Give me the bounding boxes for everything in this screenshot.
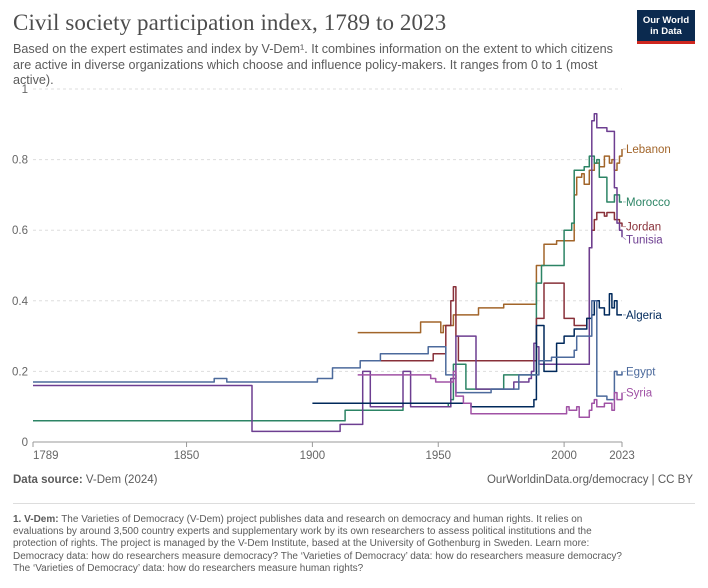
legend-label-tunisia: Tunisia: [626, 235, 663, 247]
grid-layer: [33, 88, 622, 443]
footnote: 1. V-Dem: The Varieties of Democracy (V-…: [13, 514, 633, 575]
x-tick-label: 1900: [300, 450, 326, 462]
legend-label-lebanon: Lebanon: [626, 144, 671, 156]
y-tick-label: 0.6: [12, 225, 28, 237]
y-tick-label: 1: [22, 84, 28, 96]
series-layer: [33, 112, 623, 433]
legend-label-morocco: Morocco: [626, 197, 670, 209]
legend-label-jordan: Jordan: [626, 222, 661, 234]
x-tick-label: 1789: [33, 450, 59, 462]
data-source-label: Data source:: [13, 474, 83, 486]
legend-label-egypt: Egypt: [626, 366, 656, 378]
x-tick-label: 1850: [174, 450, 200, 462]
legend-label-syria: Syria: [626, 388, 653, 400]
series-line-jordan: [365, 211, 623, 362]
y-tick-label: 0.2: [12, 366, 28, 378]
line-chart: 0 0.2 0.4 0.6 0.8 1 1789 1850 1900 1950 2000 2023 L…: [12, 84, 671, 462]
axis-layer: 0 0.2 0.4 0.6 0.8 1 1789 1850 1900 1950 2000 2023: [12, 84, 635, 462]
footnote-text: The Varieties of Democracy (V-Dem) proje…: [13, 514, 622, 574]
chart-subtitle: Based on the expert estimates and index …: [13, 42, 613, 87]
series-line-morocco: [33, 155, 622, 422]
series-line-algeria: [312, 292, 622, 408]
data-source: Data source: V-Dem (2024): [13, 474, 157, 486]
x-tick-label: 2000: [551, 450, 577, 462]
chart-title: Civil society participation index, 1789 …: [13, 10, 447, 35]
credit-link[interactable]: OurWorldinData.org/democracy | CC BY: [486, 474, 693, 486]
x-tick-label: 1950: [425, 450, 451, 462]
series-line-egypt: [33, 300, 623, 401]
footer-divider: [13, 503, 695, 504]
y-tick-label: 0: [22, 437, 28, 449]
series-line-lebanon: [357, 149, 623, 334]
y-tick-label: 0.8: [12, 155, 28, 167]
logo-line-2: in Data: [650, 26, 682, 37]
y-tick-label: 0.4: [12, 296, 29, 308]
legend-connector-tunisia: [622, 236, 627, 240]
x-tick-label: 2023: [609, 450, 635, 462]
logo-line-1: Our World: [642, 15, 690, 26]
data-source-value[interactable]: V-Dem (2024): [85, 474, 158, 486]
legend-label-algeria: Algeria: [626, 310, 662, 322]
series-line-syria: [357, 370, 623, 419]
footnote-label: 1. V-Dem:: [13, 514, 59, 525]
owid-logo[interactable]: Our World in Data: [637, 10, 695, 44]
series-line-tunisia: [33, 112, 623, 433]
